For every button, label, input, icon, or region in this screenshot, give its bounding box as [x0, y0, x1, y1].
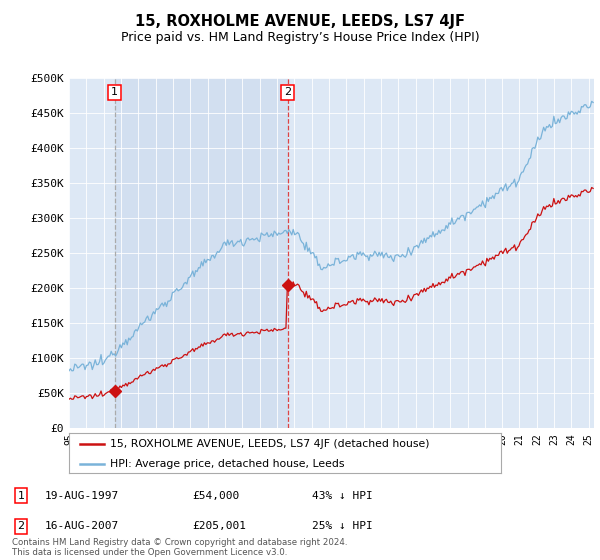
Text: £205,001: £205,001: [192, 521, 246, 531]
Text: 15, ROXHOLME AVENUE, LEEDS, LS7 4JF: 15, ROXHOLME AVENUE, LEEDS, LS7 4JF: [135, 14, 465, 29]
Bar: [115, 78, 288, 428]
Text: Contains HM Land Registry data © Crown copyright and database right 2024.
This d: Contains HM Land Registry data © Crown c…: [12, 538, 347, 557]
Text: £54,000: £54,000: [192, 491, 239, 501]
Text: 19-AUG-1997: 19-AUG-1997: [45, 491, 119, 501]
Text: 2: 2: [284, 87, 292, 97]
Text: 1: 1: [17, 491, 25, 501]
Text: HPI: Average price, detached house, Leeds: HPI: Average price, detached house, Leed…: [110, 459, 344, 469]
Text: Price paid vs. HM Land Registry’s House Price Index (HPI): Price paid vs. HM Land Registry’s House …: [121, 31, 479, 44]
Text: 43% ↓ HPI: 43% ↓ HPI: [312, 491, 373, 501]
Text: 15, ROXHOLME AVENUE, LEEDS, LS7 4JF (detached house): 15, ROXHOLME AVENUE, LEEDS, LS7 4JF (det…: [110, 439, 430, 449]
Text: 16-AUG-2007: 16-AUG-2007: [45, 521, 119, 531]
Text: 1: 1: [111, 87, 118, 97]
Text: 2: 2: [17, 521, 25, 531]
Text: 25% ↓ HPI: 25% ↓ HPI: [312, 521, 373, 531]
